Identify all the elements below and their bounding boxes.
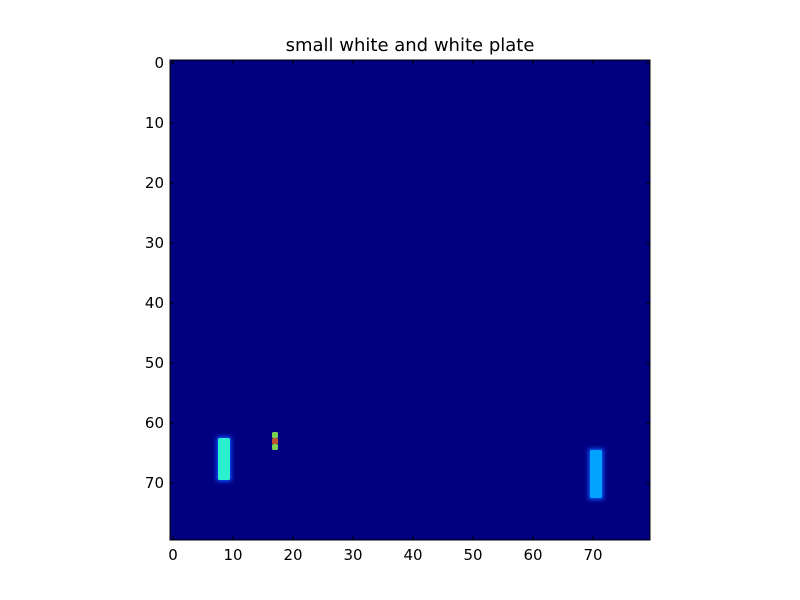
heatmap-region: [272, 438, 278, 444]
axes-frame: [169, 59, 651, 541]
chart-title: small white and white plate: [285, 35, 535, 56]
axes: 0 10 20 30 40 50 60 70 0 10 20 30 40 50 60 70: [145, 54, 651, 564]
x-tick-label: 0: [168, 546, 178, 564]
x-tick-label: 50: [463, 546, 482, 564]
x-tick-label: 20: [283, 546, 302, 564]
y-tick-label: 30: [145, 234, 164, 252]
x-tick-label: 70: [583, 546, 602, 564]
x-tick-label: 30: [343, 546, 362, 564]
y-tick-label: 50: [145, 354, 164, 372]
y-tick-label: 60: [145, 414, 164, 432]
plot-area: [170, 60, 650, 540]
heatmap-region: [218, 438, 230, 480]
heatmap-region: [590, 450, 602, 498]
x-tick-label: 40: [403, 546, 422, 564]
y-tick-label: 10: [145, 114, 164, 132]
heatmap-region: [272, 444, 278, 450]
y-tick-label: 20: [145, 174, 164, 192]
x-tick-label: 10: [223, 546, 242, 564]
y-tick-label: 40: [145, 294, 164, 312]
heatmap-region: [272, 432, 278, 438]
heatmap-background: [170, 60, 650, 540]
y-tick-label: 70: [145, 474, 164, 492]
x-tick-label: 60: [523, 546, 542, 564]
y-tick-label: 0: [154, 54, 164, 72]
